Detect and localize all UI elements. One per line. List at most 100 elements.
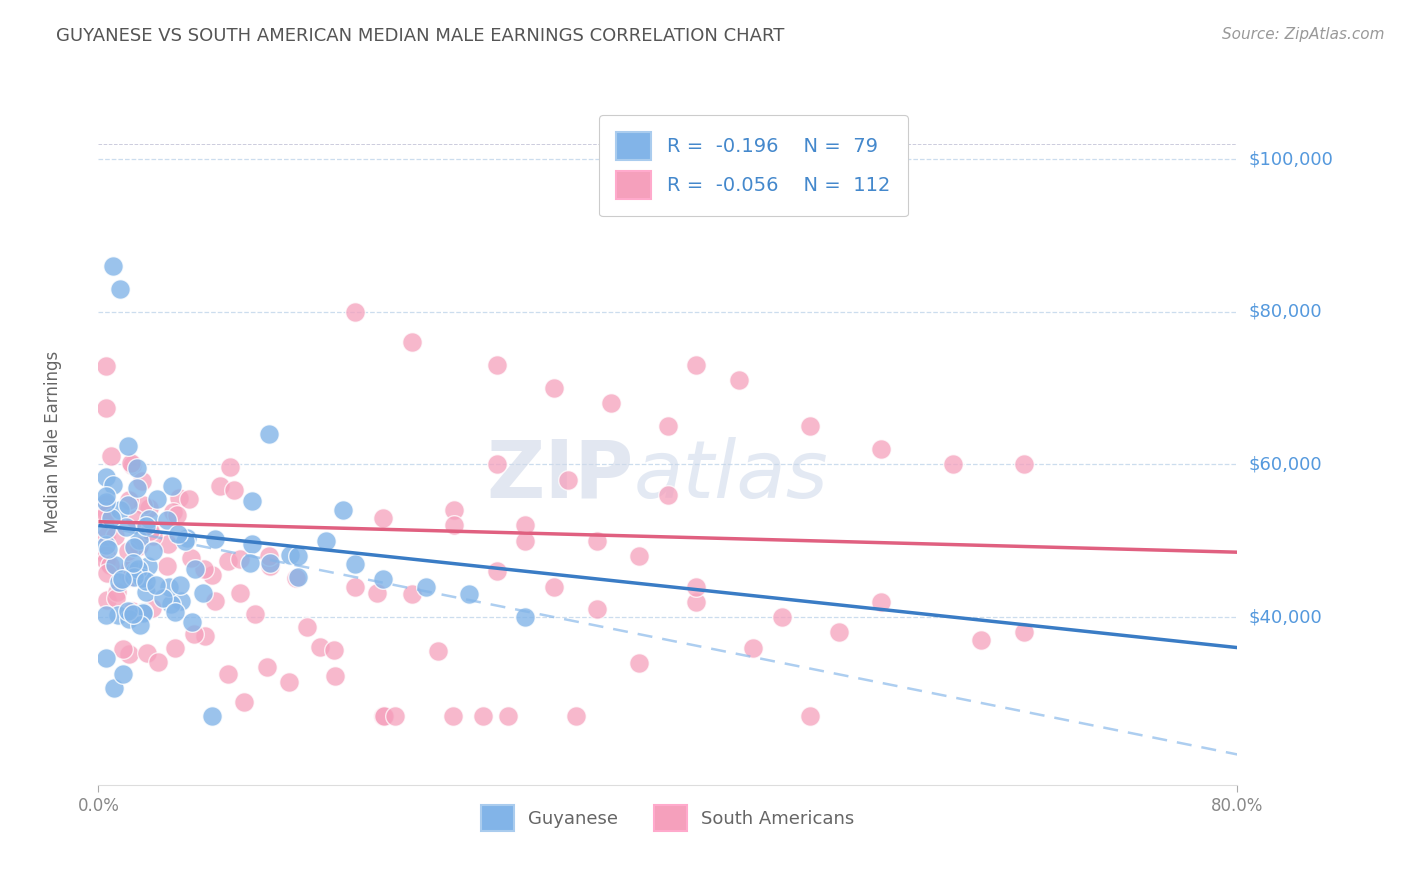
Point [180, 551, 202, 566]
Point [585, 533, 607, 548]
Point [332, 503, 354, 517]
Point [118, 492, 141, 507]
Point [323, 643, 346, 657]
Text: GUYANESE VS SOUTH AMERICAN MEDIAN MALE EARNINGS CORRELATION CHART: GUYANESE VS SOUTH AMERICAN MEDIAN MALE E… [56, 27, 785, 45]
Point [240, 494, 263, 508]
Point [146, 492, 169, 507]
Point [343, 580, 366, 594]
Point [98, 558, 121, 572]
Point [120, 456, 142, 470]
Point [118, 648, 141, 662]
Point [132, 605, 155, 619]
Point [278, 675, 301, 690]
Point [242, 537, 264, 551]
Point [166, 508, 188, 523]
Point [96, 593, 118, 607]
Point [125, 461, 148, 475]
Point [799, 709, 821, 723]
Point [157, 537, 180, 551]
Point [100, 449, 122, 463]
Point [142, 529, 165, 543]
Point [162, 505, 184, 519]
Point [170, 594, 193, 608]
Point [169, 578, 191, 592]
Point [201, 709, 224, 723]
Point [243, 607, 266, 621]
Point [120, 570, 142, 584]
Point [515, 518, 537, 533]
Point [799, 419, 821, 434]
Point [486, 564, 509, 578]
Point [585, 602, 607, 616]
Point [156, 559, 179, 574]
Point [136, 559, 159, 574]
Point [108, 574, 131, 589]
Point [100, 511, 122, 525]
Point [145, 578, 167, 592]
Point [401, 335, 423, 350]
Point [515, 610, 537, 624]
Point [152, 591, 174, 605]
Point [94, 495, 117, 509]
Point [156, 513, 179, 527]
Point [101, 478, 124, 492]
Point [121, 604, 143, 618]
Point [177, 492, 200, 507]
Point [193, 562, 215, 576]
Legend: Guyanese, South Americans: Guyanese, South Americans [474, 797, 862, 838]
Point [121, 458, 143, 472]
Point [104, 558, 127, 572]
Point [139, 524, 162, 538]
Point [122, 570, 145, 584]
Point [169, 491, 191, 505]
Point [176, 531, 198, 545]
Point [135, 519, 157, 533]
Point [128, 539, 150, 553]
Point [309, 640, 332, 655]
Point [125, 482, 148, 496]
Point [471, 709, 494, 723]
Point [121, 607, 143, 621]
Point [94, 508, 117, 522]
Point [97, 542, 120, 557]
Point [127, 562, 149, 576]
Point [115, 520, 138, 534]
Point [486, 358, 509, 372]
Point [135, 584, 157, 599]
Point [94, 554, 117, 568]
Point [94, 359, 117, 374]
Point [685, 358, 707, 372]
Point [685, 580, 707, 594]
Point [129, 618, 152, 632]
Point [366, 585, 388, 599]
Point [828, 625, 851, 640]
Point [165, 640, 187, 655]
Text: $40,000: $40,000 [1249, 608, 1322, 626]
Point [142, 543, 165, 558]
Point [117, 498, 139, 512]
Point [287, 570, 309, 584]
Point [496, 709, 519, 723]
Point [174, 534, 197, 549]
Point [96, 566, 118, 581]
Point [970, 632, 993, 647]
Point [108, 282, 131, 296]
Point [685, 595, 707, 609]
Text: $100,000: $100,000 [1249, 150, 1333, 169]
Point [259, 559, 281, 574]
Point [415, 580, 437, 594]
Point [870, 442, 893, 457]
Point [94, 522, 117, 536]
Point [285, 571, 308, 585]
Point [94, 504, 117, 518]
Point [323, 669, 346, 683]
Point [120, 561, 142, 575]
Point [128, 533, 150, 547]
Point [108, 503, 131, 517]
Point [184, 562, 207, 576]
Point [94, 651, 117, 665]
Point [121, 556, 143, 570]
Point [441, 709, 464, 723]
Point [104, 529, 127, 543]
Point [657, 419, 679, 434]
